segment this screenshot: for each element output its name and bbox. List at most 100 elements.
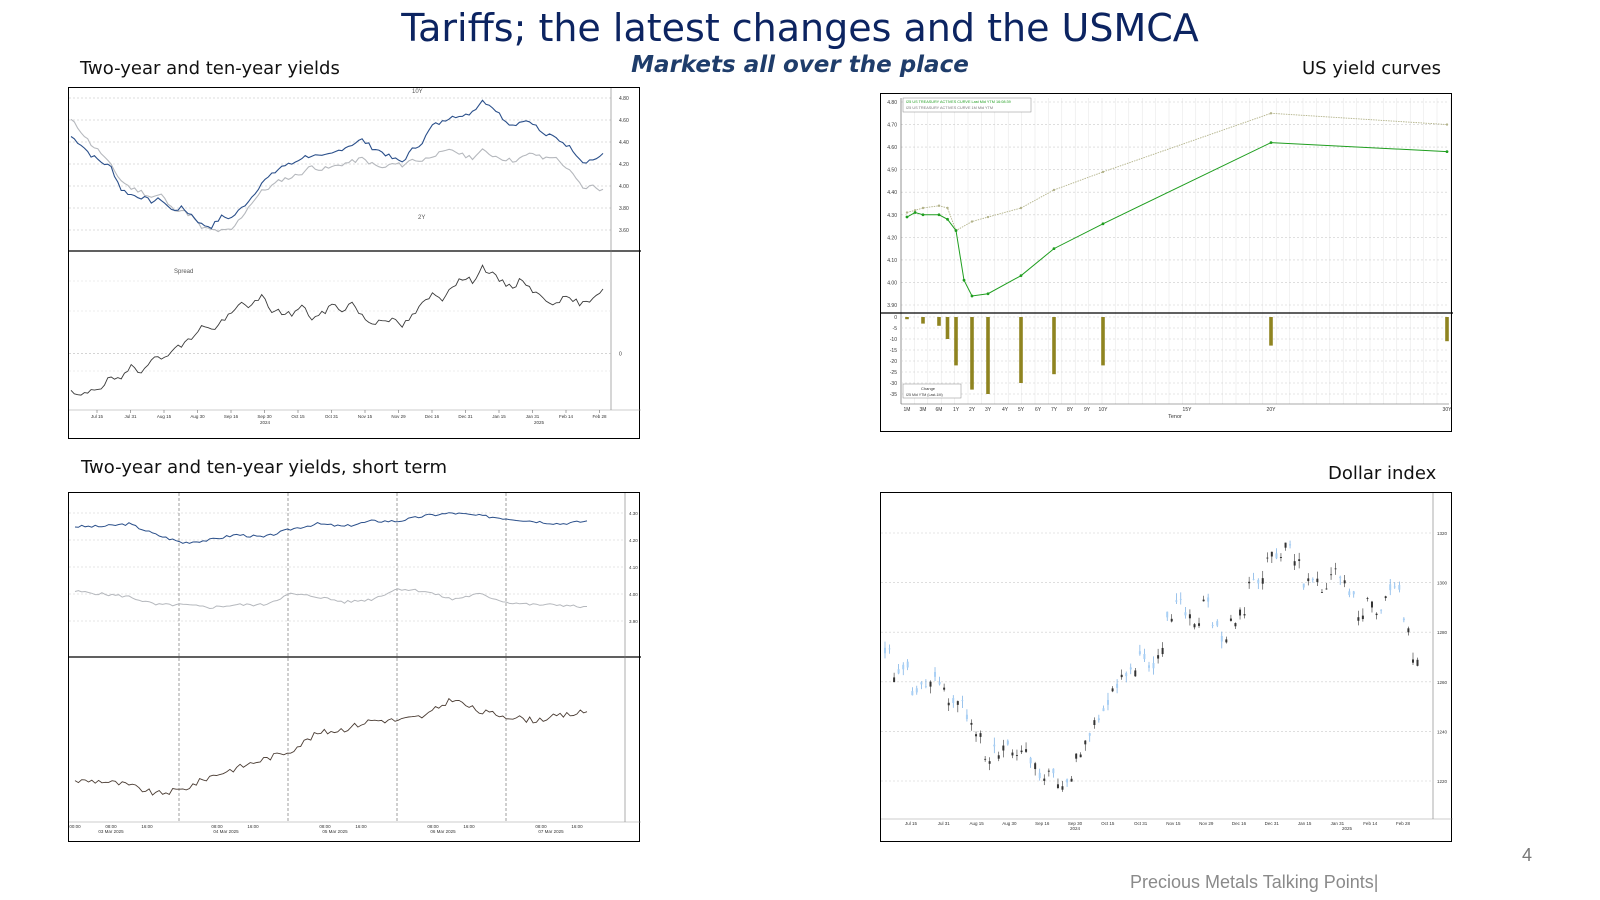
candle-body <box>938 681 941 685</box>
x-tick-label: 9Y <box>1084 407 1091 413</box>
x-tick-label: 16:00 <box>141 824 153 829</box>
candle-body <box>961 700 964 702</box>
x-date-label: 07 Mar 2025 <box>538 829 564 834</box>
candle-body <box>1289 544 1292 546</box>
candle-body <box>1320 592 1323 593</box>
series-label-10y: 10Y <box>412 89 423 95</box>
x-tick-label: Feb 14 <box>1363 821 1378 826</box>
candle-body <box>1102 708 1105 712</box>
candle-body <box>1066 779 1069 783</box>
point-prior <box>905 211 909 214</box>
candle-body <box>988 761 991 764</box>
candle-body <box>1402 618 1405 621</box>
candle-body <box>943 687 946 690</box>
candle-body <box>1138 651 1141 655</box>
y-tick-label: -20 <box>890 359 897 365</box>
y-tick-label: 4.80 <box>887 100 897 106</box>
x-tick-label: 4Y <box>1002 407 1009 413</box>
y-tick-label: 3.90 <box>629 619 638 624</box>
candle-body <box>1029 757 1032 764</box>
change-legend-label: Change <box>921 386 936 391</box>
candle-body <box>1170 618 1173 622</box>
x-tick-label: 30Y <box>1443 407 1453 413</box>
change-bar <box>937 317 941 326</box>
y-tick-label: 3.80 <box>619 206 629 212</box>
footer-text: Precious Metals Talking Points| <box>1130 872 1379 892</box>
x-tick-label: 10Y <box>1099 407 1109 413</box>
x-tick-label: 08:00 <box>211 824 223 829</box>
x-axis-label: Tenor <box>1168 414 1182 420</box>
change-bar <box>1269 317 1273 346</box>
candle-body <box>1366 598 1369 599</box>
x-tick-label: Jul 15 <box>905 821 918 826</box>
dollar-index-chart: 1320 1300 1280 1260 1240 1220 Jul 15 Jul 31 Aug … <box>880 492 1453 842</box>
x-tick-label: Sep 30 <box>1068 821 1083 826</box>
x-tick-label: Dec 16 <box>425 414 440 419</box>
slide-title: Tariffs; the latest changes and the USMC… <box>401 6 1199 50</box>
series-spread <box>70 264 604 396</box>
y-tick-label: 4.00 <box>887 280 897 286</box>
x-tick-label: 6M <box>936 407 943 413</box>
point-prior <box>1019 206 1023 210</box>
candle-body <box>965 714 968 719</box>
point-current <box>962 278 966 282</box>
x-tick-label: Jan 31 <box>1331 821 1345 826</box>
candle-body <box>1184 612 1187 616</box>
x-tick-label: Nov 29 <box>1199 821 1214 826</box>
candle-body <box>893 677 896 683</box>
point-current <box>1052 247 1056 251</box>
point-current <box>937 213 941 217</box>
candle-body <box>1393 586 1396 588</box>
x-tick-label: 08:00 <box>319 824 331 829</box>
change-legend-box <box>902 383 962 399</box>
candle-body <box>1266 557 1269 559</box>
change-bar <box>1445 317 1449 342</box>
candle-body <box>924 686 927 688</box>
candle-body <box>1298 559 1301 561</box>
x-tick-label: Oct 31 <box>325 414 339 419</box>
candle-body <box>1325 588 1328 590</box>
y-tick-label: 4.00 <box>629 592 638 597</box>
x-year-label: 2024 <box>1070 826 1081 831</box>
x-tick-label: 5Y <box>1018 407 1025 413</box>
point-current <box>913 211 917 214</box>
candle-body <box>1375 613 1378 616</box>
candle-body <box>1229 618 1232 621</box>
candle-body <box>1225 639 1228 643</box>
candle-body <box>1389 584 1392 591</box>
series-current-curve <box>906 142 1448 297</box>
candle-body <box>1084 740 1087 745</box>
x-tick-label: Dec 31 <box>458 414 473 419</box>
x-tick-label: 16:00 <box>247 824 259 829</box>
x-tick-label: 08:00 <box>105 824 117 829</box>
candle-body <box>979 733 982 737</box>
candle-body <box>1284 542 1287 548</box>
chart-label-dxy: Dollar index <box>1328 463 1437 484</box>
candle-body <box>897 669 900 674</box>
candle-body <box>1143 654 1146 660</box>
candle-body <box>884 647 886 654</box>
candle-body <box>1152 663 1155 669</box>
x-tick-label: Sep 16 <box>224 414 239 419</box>
candle-body <box>1257 579 1260 584</box>
series-label-spread: Spread <box>174 269 193 275</box>
short-term-chart-svg: 4.30 4.20 4.10 4.00 3.90 00:00 08:00 16:00 08:00… <box>69 493 641 834</box>
series-prior-curve <box>906 112 1448 232</box>
legend-box <box>902 97 1032 113</box>
candle-body <box>906 661 909 668</box>
point-current <box>1019 274 1023 278</box>
point-prior <box>986 215 990 219</box>
yield-curves-chart-svg: 4.80 4.70 4.60 4.50 4.40 4.30 4.20 4.10 4.00 3.90… <box>881 97 1453 420</box>
candle-body <box>1352 591 1355 595</box>
candle-body <box>1330 574 1333 576</box>
yields-chart-svg: 4.80 4.60 4.40 4.20 4.00 3.80 3.60 0 10Y 2Y Spread… <box>69 88 641 425</box>
y-tick-label: 4.10 <box>887 258 897 264</box>
x-date-label: 04 Mar 2025 <box>213 829 239 834</box>
candle-body <box>1025 749 1028 752</box>
candle-body <box>1120 674 1123 678</box>
short-term-chart: 4.30 4.20 4.10 4.00 3.90 00:00 08:00 16:00 08:00… <box>68 492 641 842</box>
x-tick-label: 7Y <box>1051 407 1058 413</box>
x-tick-label: Oct 15 <box>291 414 305 419</box>
candle-body <box>1038 772 1041 779</box>
point-prior <box>970 220 974 223</box>
